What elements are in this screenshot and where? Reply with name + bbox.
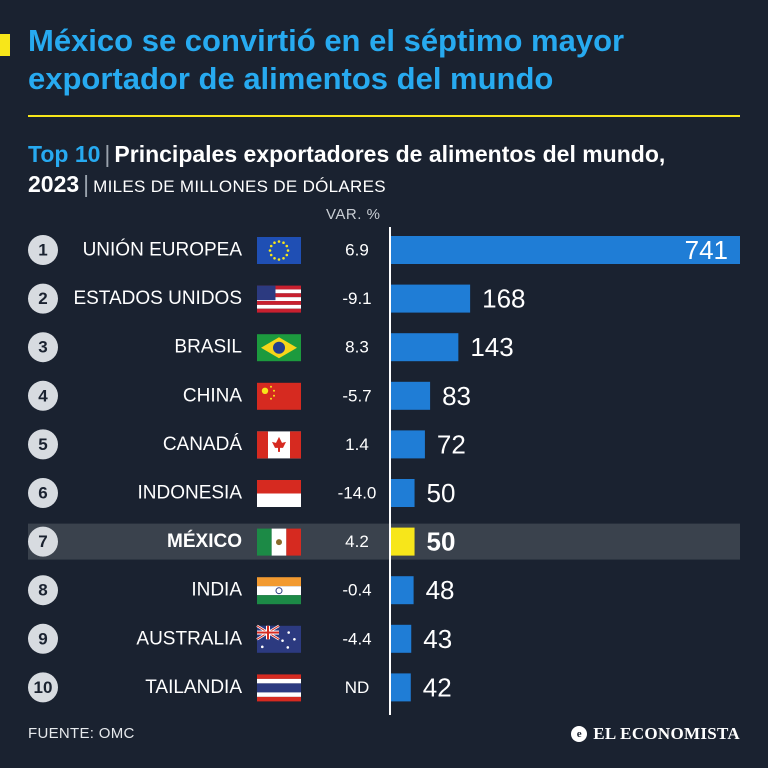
var-pct-value: -0.4 <box>342 581 371 600</box>
rank-badge <box>28 235 58 265</box>
mexico-flag-icon <box>257 528 301 556</box>
rank-number: 3 <box>38 338 47 357</box>
rank-number: 10 <box>34 678 53 697</box>
source-note: FUENTE: OMC <box>28 725 135 742</box>
bar <box>391 381 431 410</box>
chart-subtitle: Top 10 | Principales exportadores de alime… <box>28 139 748 202</box>
rank-badge <box>28 380 58 411</box>
bar <box>391 430 425 459</box>
bar-value-label: 741 <box>685 235 728 265</box>
bar <box>391 284 471 313</box>
bar <box>391 576 414 605</box>
bar-value-label: 48 <box>426 575 455 605</box>
indonesia-flag-icon <box>257 480 301 507</box>
country-label: CANADÁ <box>163 434 243 455</box>
india-flag-icon <box>257 577 301 605</box>
bar <box>391 333 459 362</box>
rank-number: 1 <box>38 241 47 260</box>
country-label: AUSTRALIA <box>136 628 242 649</box>
rank-badge <box>28 332 58 363</box>
var-pct-value: ND <box>345 678 370 697</box>
subtitle-separator: | <box>83 171 90 197</box>
country-label: ESTADOS UNIDOS <box>73 288 242 309</box>
bar-value-label: 72 <box>437 429 466 459</box>
var-pct-value: -4.4 <box>342 629 371 648</box>
rank-badge <box>28 672 58 703</box>
australia-flag-icon <box>256 624 301 653</box>
accent-marker <box>0 34 10 56</box>
thailand-flag-icon <box>257 674 301 702</box>
country-label: TAILANDIA <box>145 677 242 698</box>
bar <box>391 479 415 507</box>
bar-value-label: 42 <box>423 672 452 702</box>
var-pct-value: -5.7 <box>342 386 371 405</box>
bar-value-label: 143 <box>470 332 513 362</box>
usa-flag-icon <box>257 285 301 313</box>
bar-value-label: 83 <box>442 381 471 411</box>
var-pct-value: 1.4 <box>345 435 369 454</box>
rank-number: 2 <box>38 289 47 308</box>
country-label: CHINA <box>183 385 242 406</box>
rank-number: 9 <box>38 629 47 648</box>
highlight-row <box>28 523 740 560</box>
subtitle-separator: | <box>104 141 111 167</box>
var-pct-header: VAR. % <box>326 206 381 223</box>
var-pct-value: -9.1 <box>342 289 371 308</box>
bar <box>391 527 415 556</box>
canada-flag-icon <box>257 431 301 459</box>
rank-number: 4 <box>38 386 48 405</box>
china-flag-icon <box>257 382 301 410</box>
bar-value-label: 43 <box>423 624 452 654</box>
subtitle-tag: Top 10 <box>28 141 101 167</box>
bar <box>391 673 411 702</box>
bar-value-label: 50 <box>427 527 456 557</box>
bar-value-label: 50 <box>427 478 456 508</box>
headline: México se convirtió en el séptimo mayor … <box>28 23 625 96</box>
subtitle-units: MILES DE MILLONES DE DÓLARES <box>93 177 386 196</box>
var-pct-value: 8.3 <box>345 338 369 357</box>
brand-emblem-icon: e <box>571 726 588 742</box>
country-label: INDIA <box>191 580 242 601</box>
rank-badge <box>28 283 58 314</box>
var-pct-value: -14.0 <box>338 484 377 503</box>
bar <box>391 236 740 264</box>
brand-logo: e EL ECONOMISTA <box>571 724 740 744</box>
bar <box>391 624 412 653</box>
chart-axis-line <box>389 227 391 715</box>
var-pct-value: 6.9 <box>345 241 369 260</box>
country-label: BRASIL <box>174 337 242 358</box>
rank-number: 8 <box>38 581 47 600</box>
country-label: INDONESIA <box>137 483 242 504</box>
rank-badge <box>28 526 58 557</box>
rank-number: 7 <box>38 532 47 551</box>
country-label: UNIÓN EUROPEA <box>83 239 243 261</box>
brand-name: EL ECONOMISTA <box>593 724 740 743</box>
rank-badge <box>28 575 58 606</box>
rank-number: 5 <box>38 435 47 454</box>
rank-badge <box>28 478 58 508</box>
subtitle-text: Principales exportadores de alimentos de… <box>28 141 666 197</box>
rank-number: 6 <box>38 484 47 503</box>
eu-flag-icon <box>257 237 301 264</box>
brazil-flag-icon <box>257 334 301 362</box>
divider-rule <box>28 115 740 117</box>
rank-badge <box>28 429 58 460</box>
bar-value-label: 168 <box>482 284 525 314</box>
rank-badge <box>28 623 58 654</box>
var-pct-value: 4.2 <box>345 532 369 551</box>
country-label: MÉXICO <box>167 530 242 552</box>
